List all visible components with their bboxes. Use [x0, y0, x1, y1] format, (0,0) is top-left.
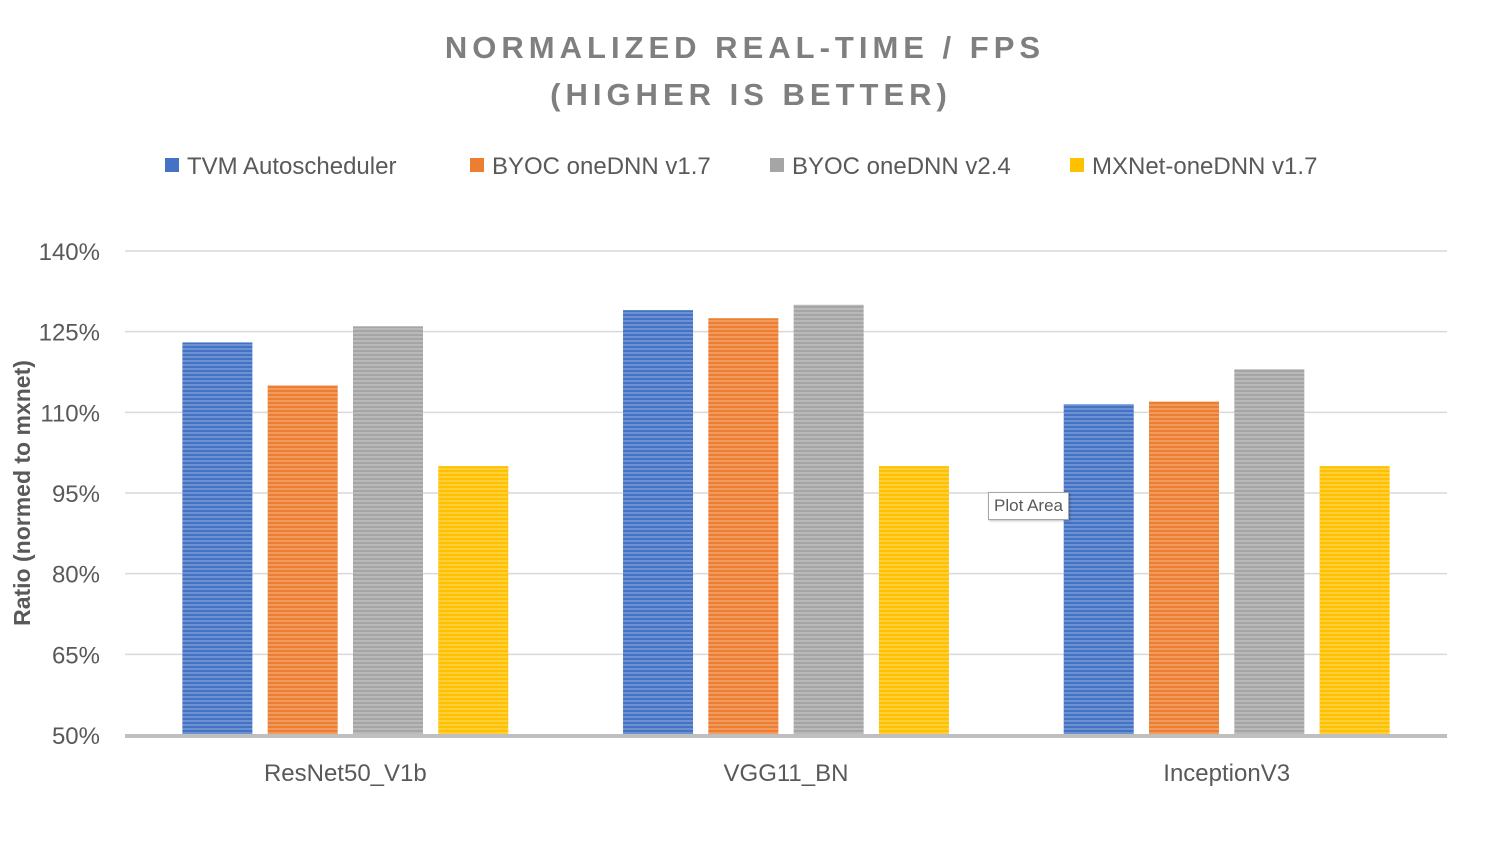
bar	[438, 466, 509, 735]
y-tick-label: 50%	[52, 723, 100, 750]
bar	[878, 466, 949, 735]
y-tick-label: 125%	[39, 320, 100, 347]
bar	[1063, 404, 1134, 735]
y-tick-label: 95%	[52, 481, 100, 508]
bar-stripes	[267, 385, 338, 735]
bar-stripes	[623, 310, 694, 735]
bar	[793, 304, 864, 735]
x-tick-label: ResNet50_V1b	[264, 760, 427, 787]
bar-stripes	[793, 304, 864, 735]
legend-label: BYOC oneDNN v1.7	[492, 153, 711, 180]
gridlines	[125, 250, 1447, 656]
plot-area-tooltip: Plot Area	[988, 492, 1069, 520]
bar	[352, 326, 423, 735]
legend-swatch	[1070, 158, 1084, 172]
bar	[1234, 369, 1305, 735]
legend-item: TVM Autoscheduler	[165, 153, 396, 180]
legend-label: TVM Autoscheduler	[187, 153, 396, 180]
y-tick-label: 80%	[52, 562, 100, 589]
x-tick-label: InceptionV3	[1163, 760, 1290, 787]
bar	[708, 318, 779, 735]
bar-stripes	[1319, 466, 1390, 735]
bar-stripes	[708, 318, 779, 735]
bar	[267, 385, 338, 735]
legend-label: MXNet-oneDNN v1.7	[1092, 153, 1317, 180]
x-axis-ticks: ResNet50_V1b VGG11_BN InceptionV3	[264, 760, 1290, 787]
y-tick-label: 140%	[39, 239, 100, 266]
y-tick-label: 65%	[52, 642, 100, 669]
chart-title: NORMALIZED REAL-TIME / FPS (HIGHER IS BE…	[445, 30, 1045, 112]
chart-title-line-1: NORMALIZED REAL-TIME / FPS	[445, 30, 1045, 65]
bar-stripes	[1149, 401, 1220, 735]
bar-stripes	[1063, 404, 1134, 735]
bar-stripes	[438, 466, 509, 735]
legend-swatch	[470, 158, 484, 172]
legend-item: BYOC oneDNN v2.4	[770, 153, 1011, 180]
legend: TVM Autoscheduler BYOC oneDNN v1.7 BYOC on…	[165, 153, 1317, 180]
bar	[1319, 466, 1390, 735]
x-tick-label: VGG11_BN	[724, 760, 849, 787]
bars	[182, 304, 1390, 735]
y-tick-label: 110%	[40, 400, 100, 427]
legend-item: BYOC oneDNN v1.7	[470, 153, 711, 180]
y-axis-title: Ratio (normed to mxnet)	[9, 360, 35, 626]
bar	[623, 310, 694, 735]
bar-stripes	[352, 326, 423, 735]
legend-swatch	[770, 158, 784, 172]
bar-stripes	[1234, 369, 1305, 735]
bar	[182, 342, 253, 735]
chart-title-line-2: (HIGHER IS BETTER)	[550, 77, 952, 112]
bar-stripes	[878, 466, 949, 735]
y-axis-ticks: 50% 65% 80% 95% 110% 125% 140%	[39, 239, 100, 750]
legend-item: MXNet-oneDNN v1.7	[1070, 153, 1317, 180]
legend-label: BYOC oneDNN v2.4	[792, 153, 1011, 180]
bar-stripes	[182, 342, 253, 735]
legend-swatch	[165, 158, 179, 172]
bar	[1149, 401, 1220, 735]
